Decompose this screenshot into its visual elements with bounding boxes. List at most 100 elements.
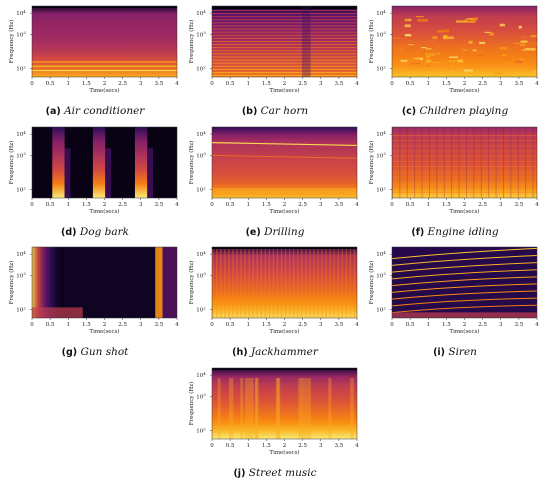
x-tick-label: 1 <box>67 322 71 328</box>
x-tick-label: 1 <box>247 81 251 87</box>
panel-caption: (h) Jackhammer <box>185 345 365 360</box>
x-tick-label: 1 <box>247 202 251 208</box>
x-tick-label: 3.5 <box>335 81 344 87</box>
x-tick-label: 3.5 <box>155 202 164 208</box>
y-tick-label: 103 <box>196 151 206 159</box>
x-tick-label: 2 <box>283 202 287 208</box>
x-tick-label: 0 <box>390 322 394 328</box>
x-tick-label: 3 <box>139 202 143 208</box>
x-tick-label: 4 <box>535 81 539 87</box>
y-axis-label: Frequency (Hz) <box>368 141 375 184</box>
x-tick-label: 2 <box>283 322 287 328</box>
y-tick-label: 103 <box>16 271 26 279</box>
panel-street-music: 0 0.5 1 1.5 2 2.5 3 3.5 4 Time(secs) 104 103 102 Freq… <box>185 366 365 486</box>
panel-siren: 0 0.5 1 1.5 2 2.5 3 3.5 4 Time(secs) 104 103 102 Freq… <box>365 245 545 365</box>
x-tick-label: 0 <box>390 81 394 87</box>
spectrogram-plot: 0 0.5 1 1.5 2 2.5 3 3.5 4 Time(secs) 104 103 102Freq… <box>368 126 539 215</box>
x-tick-label: 3 <box>319 202 323 208</box>
y-tick-label: 102 <box>196 185 206 193</box>
x-tick-label: 4 <box>355 322 359 328</box>
panel-caption: (c) Children playing <box>365 104 545 119</box>
x-tick-label: 0.5 <box>226 443 235 449</box>
y-tick-label: 104 <box>376 130 386 138</box>
spectrogram-plot: 0 0.5 1 1.5 2 2.5 3 3.5 4 Time(secs) 104 103 102Freq… <box>368 5 539 94</box>
x-tick-label: 0 <box>210 202 214 208</box>
x-tick-label: 1.5 <box>442 202 451 208</box>
x-axis-label: Time(secs) <box>89 87 119 94</box>
x-tick-label: 0 <box>30 81 34 87</box>
spectrogram-plot: 0 0.5 1 1.5 2 2.5 3 3.5 4 Time(secs) 104 103 102Freq… <box>188 5 359 94</box>
spectrogram-image <box>392 6 537 77</box>
x-tick-label: 2.5 <box>118 81 127 87</box>
y-tick-label: 102 <box>196 305 206 313</box>
caption-name: Dog bark <box>79 226 129 238</box>
y-tick-label: 103 <box>16 151 26 159</box>
x-tick-label: 2.5 <box>298 322 307 328</box>
caption-letter: (f) <box>411 227 425 238</box>
y-tick-label: 103 <box>376 271 386 279</box>
y-axis-label: Frequency (Hz) <box>8 261 15 304</box>
x-tick-label: 2 <box>103 81 107 87</box>
x-tick-label: 0.5 <box>406 322 415 328</box>
panel-caption: (e) Drilling <box>185 225 365 240</box>
y-tick-label: 102 <box>196 426 206 434</box>
x-tick-label: 3 <box>319 322 323 328</box>
caption-letter: (c) <box>401 106 417 117</box>
y-axis-label: Frequency (Hz) <box>8 20 15 63</box>
spectrogram-image <box>32 6 177 77</box>
x-axis-label: Time(secs) <box>449 87 479 94</box>
x-tick-label: 4 <box>175 81 179 87</box>
spectrogram-plot: 0 0.5 1 1.5 2 2.5 3 3.5 4 Time(secs) 104 103 102Freq… <box>8 5 179 94</box>
x-tick-label: 2.5 <box>478 202 487 208</box>
x-tick-label: 2.5 <box>298 202 307 208</box>
x-tick-label: 1.5 <box>82 202 91 208</box>
x-tick-label: 2 <box>463 322 467 328</box>
x-tick-label: 2 <box>283 81 287 87</box>
y-tick-label: 102 <box>376 185 386 193</box>
caption-name: Car horn <box>260 105 309 117</box>
x-axis-label: Time(secs) <box>269 449 299 456</box>
x-tick-label: 2 <box>283 443 287 449</box>
y-tick-label: 102 <box>16 305 26 313</box>
panel-children-playing: 0 0.5 1 1.5 2 2.5 3 3.5 4 Time(secs) 104 103 102 Freq… <box>365 4 545 124</box>
x-tick-label: 1.5 <box>262 443 271 449</box>
panel-caption: (i) Siren <box>365 345 545 360</box>
x-tick-label: 0.5 <box>46 322 55 328</box>
x-tick-label: 3 <box>499 202 503 208</box>
caption-letter: (j) <box>233 468 246 479</box>
panel-caption: (g) Gun shot <box>5 345 185 360</box>
x-tick-label: 0 <box>390 202 394 208</box>
y-tick-label: 103 <box>376 30 386 38</box>
x-tick-label: 0 <box>30 202 34 208</box>
spectrogram-image <box>212 368 357 439</box>
x-tick-label: 4 <box>355 81 359 87</box>
caption-name: Drilling <box>264 226 305 238</box>
x-tick-label: 2.5 <box>478 81 487 87</box>
y-tick-label: 104 <box>376 9 386 17</box>
panel-gun-shot: 0 0.5 1 1.5 2 2.5 3 3.5 4 Time(secs) 104 103 102 Freq… <box>5 245 185 365</box>
spectrogram-plot: 0 0.5 1 1.5 2 2.5 3 3.5 4 Time(secs) 104 103 102Freq… <box>188 246 359 335</box>
y-axis-label: Frequency (Hz) <box>188 261 195 304</box>
spectrogram-plot: 0 0.5 1 1.5 2 2.5 3 3.5 4 Time(secs) 104 103 102Freq… <box>368 246 539 335</box>
caption-name: Jackhammer <box>250 346 318 358</box>
x-tick-label: 3.5 <box>515 202 524 208</box>
x-axis-label: Time(secs) <box>449 208 479 215</box>
spectrogram-image <box>212 127 357 198</box>
x-tick-label: 1.5 <box>262 202 271 208</box>
x-axis-label: Time(secs) <box>89 208 119 215</box>
y-tick-label: 104 <box>196 250 206 258</box>
x-tick-label: 2.5 <box>478 322 487 328</box>
x-tick-label: 2.5 <box>298 443 307 449</box>
y-tick-label: 104 <box>376 250 386 258</box>
spectrogram-plot: 0 0.5 1 1.5 2 2.5 3 3.5 4 Time(secs) 104 103 102Freq… <box>188 126 359 215</box>
x-tick-label: 4 <box>535 322 539 328</box>
x-axis-label: Time(secs) <box>269 328 299 335</box>
x-tick-label: 2.5 <box>118 202 127 208</box>
x-tick-label: 4 <box>175 322 179 328</box>
x-tick-label: 3.5 <box>335 443 344 449</box>
caption-letter: (d) <box>61 227 77 238</box>
x-tick-label: 3 <box>319 81 323 87</box>
panel-engine-idling: 0 0.5 1 1.5 2 2.5 3 3.5 4 Time(secs) 104 103 102 Freq… <box>365 125 545 245</box>
panel-jackhammer: 0 0.5 1 1.5 2 2.5 3 3.5 4 Time(secs) 104 103 102 Freq… <box>185 245 365 365</box>
caption-name: Air conditioner <box>64 105 145 117</box>
